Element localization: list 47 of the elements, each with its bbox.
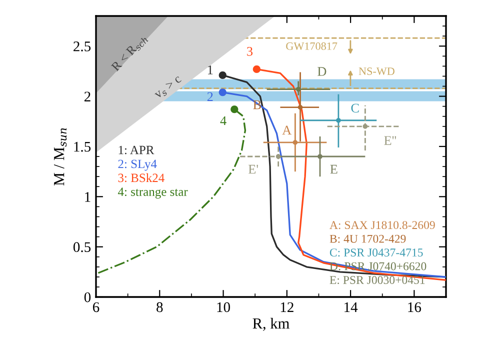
point (296, 86, 301, 92)
point (318, 154, 322, 159)
y-tick-label: 2.5 (74, 42, 91, 52)
y-tick-label: 1 (85, 192, 90, 202)
ref-line-label: NS-WD (358, 68, 394, 76)
x-tick-label: 10 (217, 302, 230, 312)
x-tick-label: 8 (156, 302, 163, 312)
point (252, 65, 260, 73)
annotation: 4 (220, 116, 226, 126)
point (218, 88, 226, 96)
annotation: E (330, 164, 338, 174)
annotation: 1 (208, 66, 213, 74)
annotation: A (282, 126, 292, 135)
text: B: 4U 1702-429 (330, 234, 406, 243)
text: C: PSR J0437-4715 (330, 248, 423, 257)
y-tick-label: 0 (84, 292, 91, 302)
annotation: R < R$_{sch}$ (110, 34, 148, 73)
point (336, 118, 341, 123)
point (362, 124, 368, 129)
text: E: PSR J0030+0451 (330, 276, 425, 284)
annotation: v$_{s}$ > c (154, 75, 183, 100)
point (230, 106, 238, 114)
annotation: E'' (384, 136, 396, 145)
annotation: E' (248, 164, 258, 174)
y-tick-label: 2 (84, 92, 90, 102)
x-tick-label: 14 (344, 302, 358, 312)
annotation: 3 (247, 46, 253, 56)
point (292, 140, 298, 145)
text: 2: SLy4 (118, 160, 157, 171)
x-tick-label: 12 (280, 302, 294, 312)
ref-line-label: GW170817 (286, 42, 338, 50)
x-tick-label: 6 (92, 302, 100, 312)
text: 1: APR (118, 146, 154, 154)
point (218, 71, 226, 80)
x-tick-label: 16 (408, 302, 422, 312)
y-tick-label: 0.5 (73, 242, 91, 252)
annotation: 2 (207, 92, 213, 101)
y-tick-label: 1.5 (74, 142, 91, 152)
series-label: 4: strange star (118, 188, 188, 199)
point (276, 154, 281, 159)
point (298, 104, 303, 110)
x-axis-title: R, km (252, 318, 290, 331)
annotation: D (318, 67, 326, 76)
y-axis-title: M / M$_{sun}$ (54, 128, 67, 186)
text: 3: BSk24 (118, 173, 164, 182)
annotation: C (351, 104, 359, 113)
text: A: SAX J1810.8-2609 (330, 221, 435, 230)
